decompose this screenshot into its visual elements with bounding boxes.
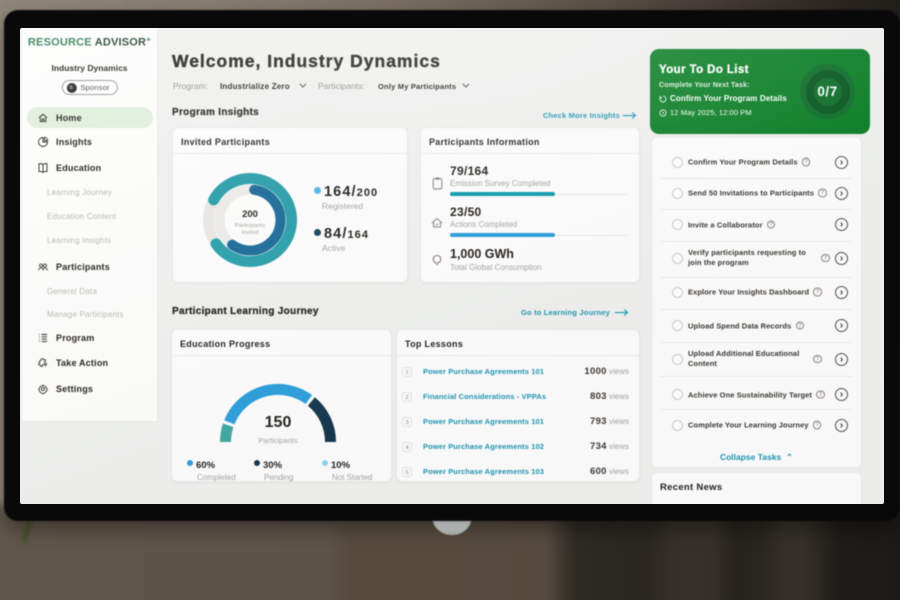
svg-text:200: 200	[242, 209, 258, 220]
svg-text:Participants: Participants	[235, 223, 265, 229]
svg-text:Invited: Invited	[241, 230, 258, 236]
